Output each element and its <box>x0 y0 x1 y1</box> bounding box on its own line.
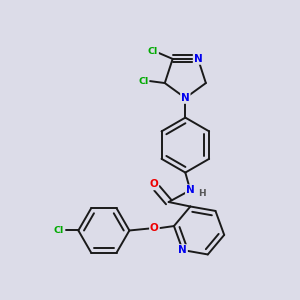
Text: Cl: Cl <box>54 226 64 235</box>
Text: N: N <box>178 245 187 255</box>
Text: H: H <box>198 189 206 198</box>
Text: Cl: Cl <box>148 46 158 56</box>
Text: N: N <box>186 185 195 195</box>
Text: N: N <box>194 54 203 64</box>
Text: O: O <box>150 223 159 233</box>
Text: N: N <box>181 93 190 103</box>
Text: Cl: Cl <box>138 76 148 85</box>
Text: O: O <box>150 179 158 189</box>
